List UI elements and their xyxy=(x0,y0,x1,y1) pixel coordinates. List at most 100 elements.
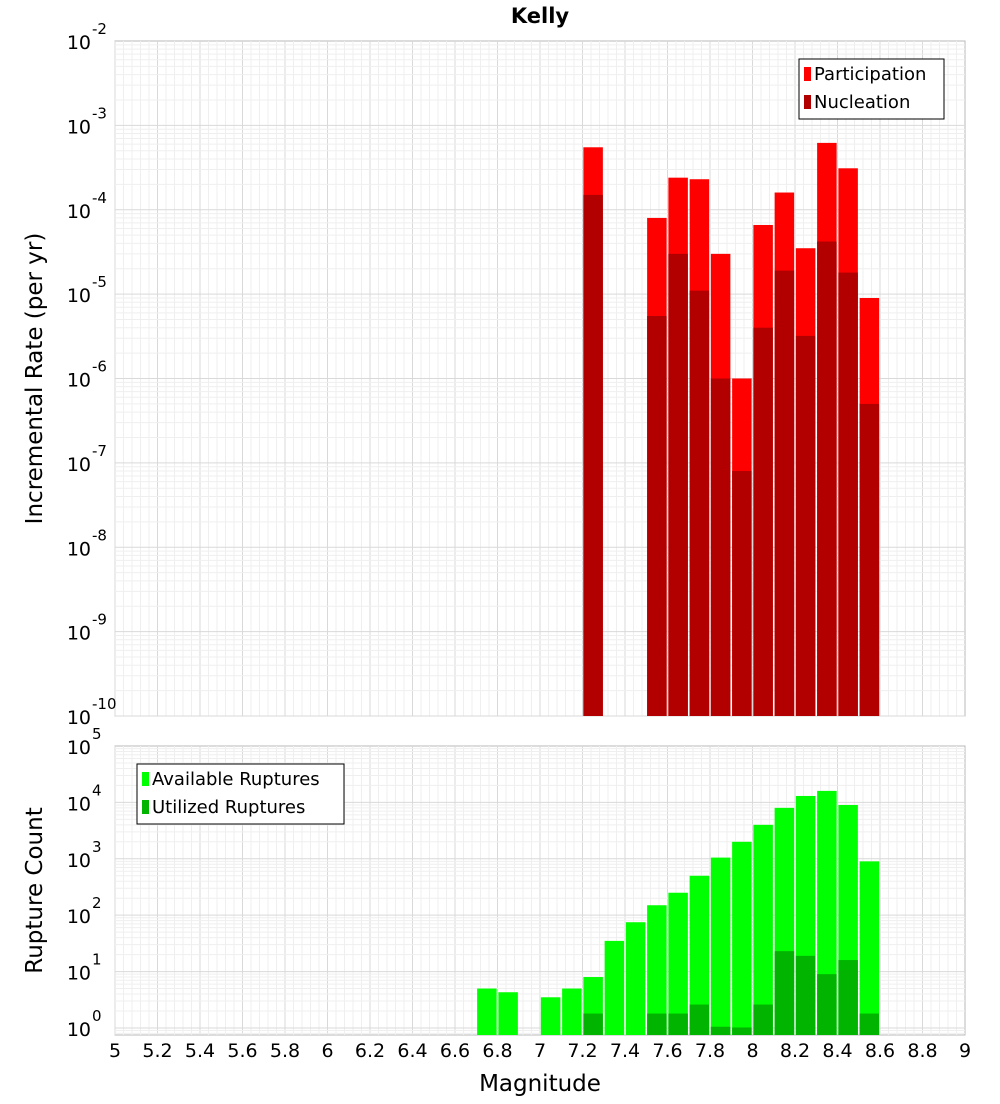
bar xyxy=(817,974,837,1035)
bar xyxy=(647,1013,667,1035)
bar xyxy=(732,841,752,1035)
bar xyxy=(817,241,837,717)
y-tick-exponent: -8 xyxy=(92,526,107,544)
y-tick-label: 10 xyxy=(67,623,91,645)
bar xyxy=(668,253,688,716)
x-tick-label: 7.2 xyxy=(567,1040,597,1062)
y-tick-label: 10 xyxy=(67,32,91,54)
bar xyxy=(859,403,880,716)
y-tick-label: 10 xyxy=(67,850,91,872)
bar xyxy=(710,378,731,716)
y-tick-exponent: -6 xyxy=(92,358,107,376)
y-tick-label: 10 xyxy=(67,963,91,985)
x-tick-label: 6 xyxy=(321,1040,333,1062)
bar xyxy=(604,940,625,1035)
y-tick-exponent: 3 xyxy=(92,838,102,856)
y-tick-exponent: -3 xyxy=(92,104,107,122)
y-tick-exponent: 2 xyxy=(92,894,102,912)
y-tick-label: 10 xyxy=(67,285,91,307)
bar xyxy=(647,316,667,716)
y-axis-title: Incremental Rate (per yr) xyxy=(22,233,48,525)
bar xyxy=(795,955,816,1035)
bar xyxy=(689,875,710,1035)
bar xyxy=(753,1004,773,1035)
x-tick-label: 8.6 xyxy=(865,1040,895,1062)
legend-label: Utilized Ruptures xyxy=(152,797,305,818)
y-tick-label: 10 xyxy=(67,1019,91,1041)
bar xyxy=(710,1026,731,1035)
y-tick-label: 10 xyxy=(67,538,91,560)
x-tick-label: 5.2 xyxy=(142,1040,172,1062)
x-tick-label: 7.6 xyxy=(652,1040,682,1062)
legend-box xyxy=(136,763,345,825)
x-tick-label: 7.4 xyxy=(610,1040,640,1062)
bar xyxy=(477,988,497,1035)
bar xyxy=(710,857,731,1035)
bar xyxy=(732,1027,752,1035)
bar xyxy=(838,960,858,1035)
y-tick-exponent: -5 xyxy=(92,273,107,291)
legend-swatch xyxy=(804,95,811,109)
x-tick-label: 8 xyxy=(746,1040,758,1062)
bar xyxy=(583,1013,603,1035)
bar xyxy=(647,905,667,1035)
legend: Available Ruptures Utilized Ruptures xyxy=(136,763,345,825)
y-tick-label: 10 xyxy=(67,454,91,476)
x-tick-label: 6.8 xyxy=(482,1040,512,1062)
y-tick-label: 10 xyxy=(67,707,91,729)
legend-swatch xyxy=(142,800,149,814)
bar xyxy=(689,290,710,716)
bar xyxy=(540,997,561,1035)
bar xyxy=(774,951,795,1035)
chart-panel-1: 10-1010-910-810-710-610-510-410-310-2Inc… xyxy=(22,4,966,729)
legend-label: Available Ruptures xyxy=(152,769,320,790)
x-tick-label: 6.6 xyxy=(440,1040,470,1062)
x-tick-label: 5.8 xyxy=(270,1040,300,1062)
y-tick-label: 10 xyxy=(67,116,91,138)
bar xyxy=(668,892,688,1035)
legend-swatch xyxy=(804,67,811,81)
x-tick-label: 5.6 xyxy=(227,1040,257,1062)
y-tick-exponent: -2 xyxy=(92,20,107,38)
bar xyxy=(498,992,518,1035)
x-tick-label: 5 xyxy=(109,1040,121,1062)
chart-title: Kelly xyxy=(511,4,570,28)
x-tick-label: 8.8 xyxy=(907,1040,937,1062)
y-tick-label: 10 xyxy=(67,906,91,928)
bar xyxy=(689,1004,710,1035)
bar xyxy=(774,270,795,716)
legend-label: Nucleation xyxy=(814,92,910,113)
y-tick-label: 10 xyxy=(67,793,91,815)
series-2 xyxy=(583,194,880,717)
bar xyxy=(817,790,837,1035)
bar xyxy=(795,335,816,716)
series-2 xyxy=(583,951,880,1035)
x-tick-label: 6.4 xyxy=(397,1040,427,1062)
y-tick-exponent: 4 xyxy=(92,781,102,799)
grid xyxy=(114,41,965,717)
x-tick-label: 8.4 xyxy=(822,1040,852,1062)
bar xyxy=(562,988,582,1035)
x-axis-title: Magnitude xyxy=(479,1071,601,1097)
x-tick-label: 8.2 xyxy=(780,1040,810,1062)
y-tick-label: 10 xyxy=(67,737,91,759)
legend: Participation Nucleation xyxy=(798,58,945,120)
y-tick-exponent: -10 xyxy=(92,695,117,713)
legend-label: Participation xyxy=(814,64,926,85)
y-tick-exponent: 1 xyxy=(92,951,102,969)
bar xyxy=(838,272,858,716)
x-tick-label: 9 xyxy=(959,1040,971,1062)
y-tick-exponent: -7 xyxy=(92,442,107,460)
y-tick-label: 10 xyxy=(67,201,91,223)
y-tick-exponent: -4 xyxy=(92,189,107,207)
x-tick-label: 6.2 xyxy=(355,1040,385,1062)
x-tick-label: 5.4 xyxy=(185,1040,215,1062)
bar xyxy=(859,1013,880,1035)
x-tick-label: 7.8 xyxy=(695,1040,725,1062)
bar xyxy=(583,194,603,716)
